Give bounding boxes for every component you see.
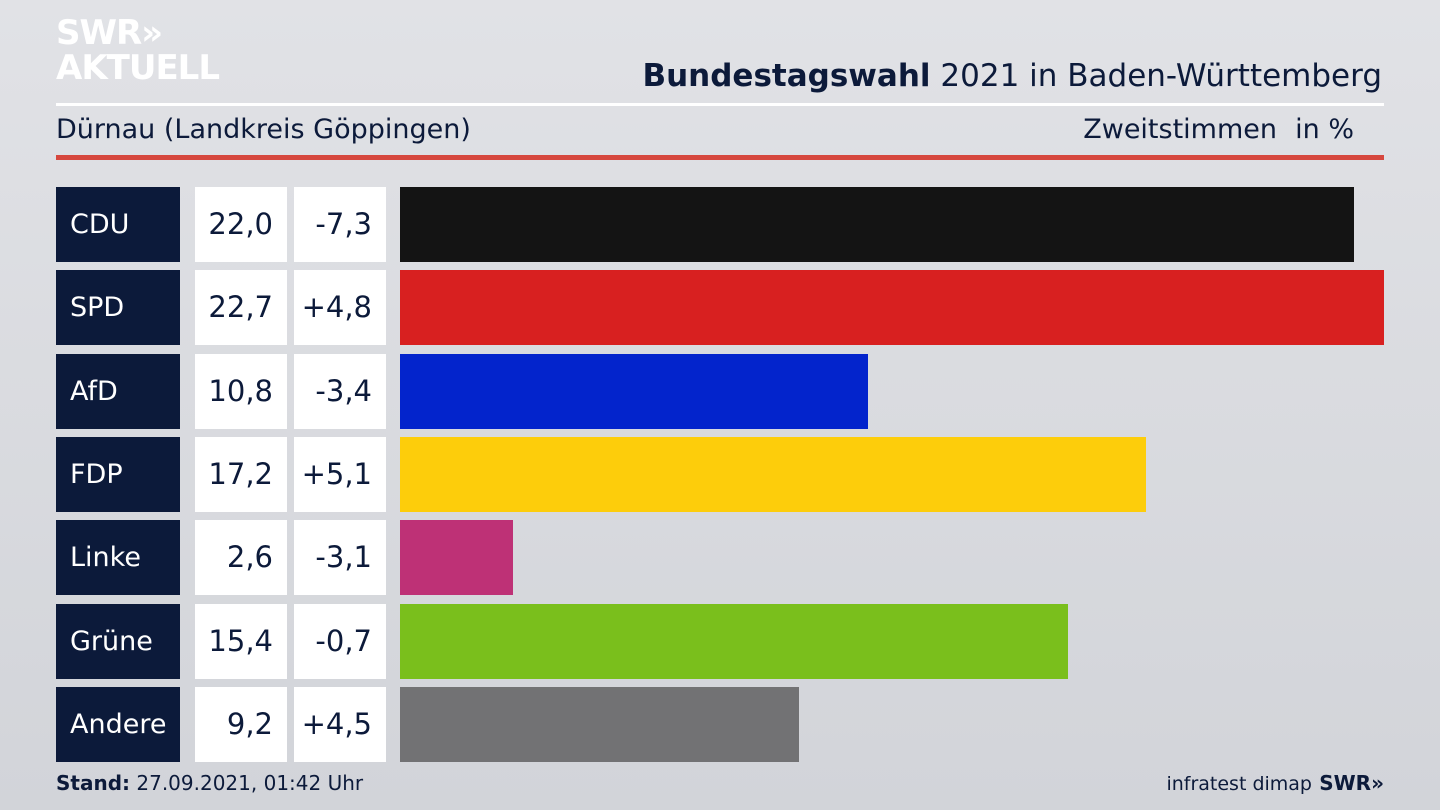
party-label: Grüne	[56, 604, 180, 679]
change-label: +5,1	[294, 437, 386, 512]
bar-row: Andere 9,2 +4,5	[56, 687, 1384, 762]
change-label: -3,4	[294, 354, 386, 429]
accent-divider	[56, 155, 1384, 160]
timestamp-label: Stand:	[56, 771, 131, 795]
bar-row: SPD 22,7 +4,8	[56, 270, 1384, 345]
logo-line-2: AKTUELL	[56, 48, 220, 88]
party-label: FDP	[56, 437, 180, 512]
chart-title-rest: 2021 in Baden-Württemberg	[930, 58, 1382, 94]
bar	[400, 687, 799, 762]
value-label: 22,7	[195, 270, 287, 345]
value-label: 15,4	[195, 604, 287, 679]
bar	[400, 520, 513, 595]
party-label: CDU	[56, 187, 180, 262]
bar	[400, 354, 868, 429]
bar-row: Linke 2,6 -3,1	[56, 520, 1384, 595]
swr-aktuell-logo: SWR» AKTUELL	[56, 13, 220, 88]
bar	[400, 270, 1384, 345]
bar-row: FDP 17,2 +5,1	[56, 437, 1384, 512]
unit-label: in %	[1295, 114, 1354, 145]
change-label: -7,3	[294, 187, 386, 262]
metric-label: Zweitstimmen	[1083, 114, 1277, 145]
header-divider	[56, 103, 1384, 106]
data-source: infratest dimap	[1166, 773, 1312, 795]
party-label: Linke	[56, 520, 180, 595]
change-label: +4,5	[294, 687, 386, 762]
chart-title: Bundestagswahl 2021 in Baden-Württemberg	[642, 58, 1382, 94]
value-label: 22,0	[195, 187, 287, 262]
value-label: 9,2	[195, 687, 287, 762]
change-label: -0,7	[294, 604, 386, 679]
bar-row: AfD 10,8 -3,4	[56, 354, 1384, 429]
value-label: 17,2	[195, 437, 287, 512]
bar	[400, 604, 1068, 679]
chart-subtitle: Dürnau (Landkreis Göppingen)	[56, 114, 471, 145]
change-label: -3,1	[294, 520, 386, 595]
value-label: 10,8	[195, 354, 287, 429]
timestamp: Stand: 27.09.2021, 01:42 Uhr	[56, 771, 363, 795]
swr-brand-mark: SWR»	[1319, 771, 1384, 795]
bar-row: CDU 22,0 -7,3	[56, 187, 1384, 262]
bar	[400, 437, 1146, 512]
value-label: 2,6	[195, 520, 287, 595]
change-label: +4,8	[294, 270, 386, 345]
party-label: Andere	[56, 687, 180, 762]
party-label: AfD	[56, 354, 180, 429]
chart-title-bold: Bundestagswahl	[642, 58, 931, 94]
bar-row: Grüne 15,4 -0,7	[56, 604, 1384, 679]
bar	[400, 187, 1354, 262]
timestamp-value: 27.09.2021, 01:42 Uhr	[130, 771, 364, 795]
party-label: SPD	[56, 270, 180, 345]
logo-line-1: SWR»	[56, 13, 163, 53]
